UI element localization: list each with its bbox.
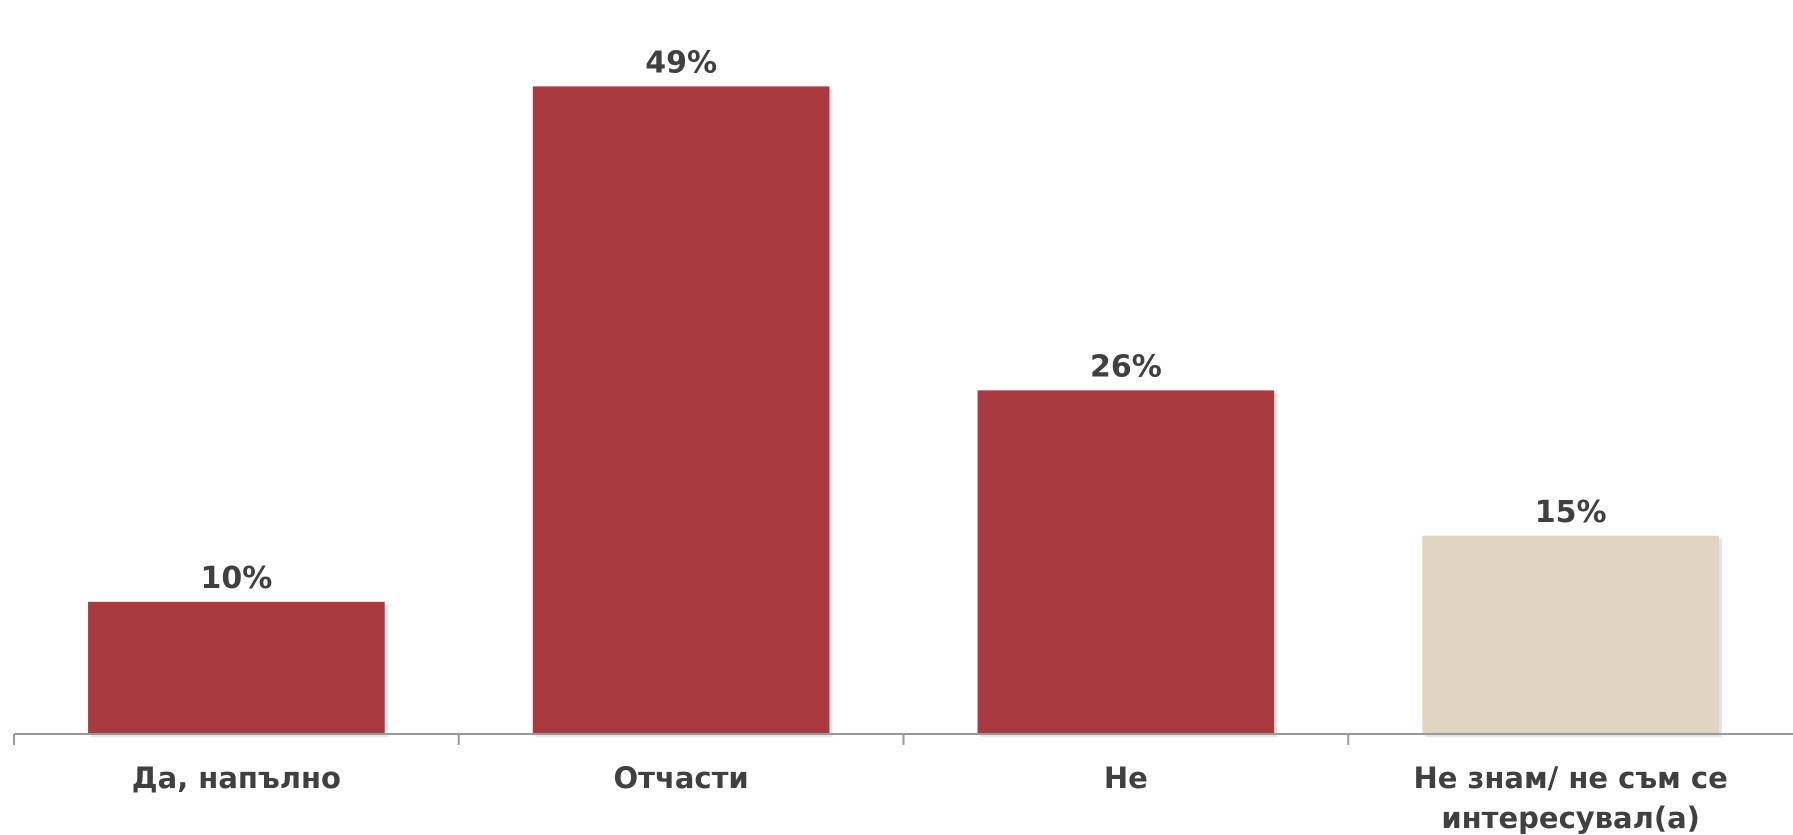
data-label: 15% [1535, 495, 1607, 530]
x-tick-label: Отчасти [613, 761, 748, 795]
x-tick-label: Не знам/ не съм се [1413, 761, 1727, 795]
x-tick-label: Не [1104, 761, 1148, 795]
data-label: 49% [645, 45, 717, 80]
x-tick-label: Да, напълно [132, 761, 341, 795]
data-label: 10% [200, 561, 272, 596]
bar [977, 390, 1275, 734]
bar [1422, 535, 1719, 734]
bar [88, 601, 385, 734]
bar [532, 86, 830, 735]
data-label: 26% [1090, 349, 1162, 384]
x-tick-label: интересувал(а) [1441, 801, 1700, 835]
